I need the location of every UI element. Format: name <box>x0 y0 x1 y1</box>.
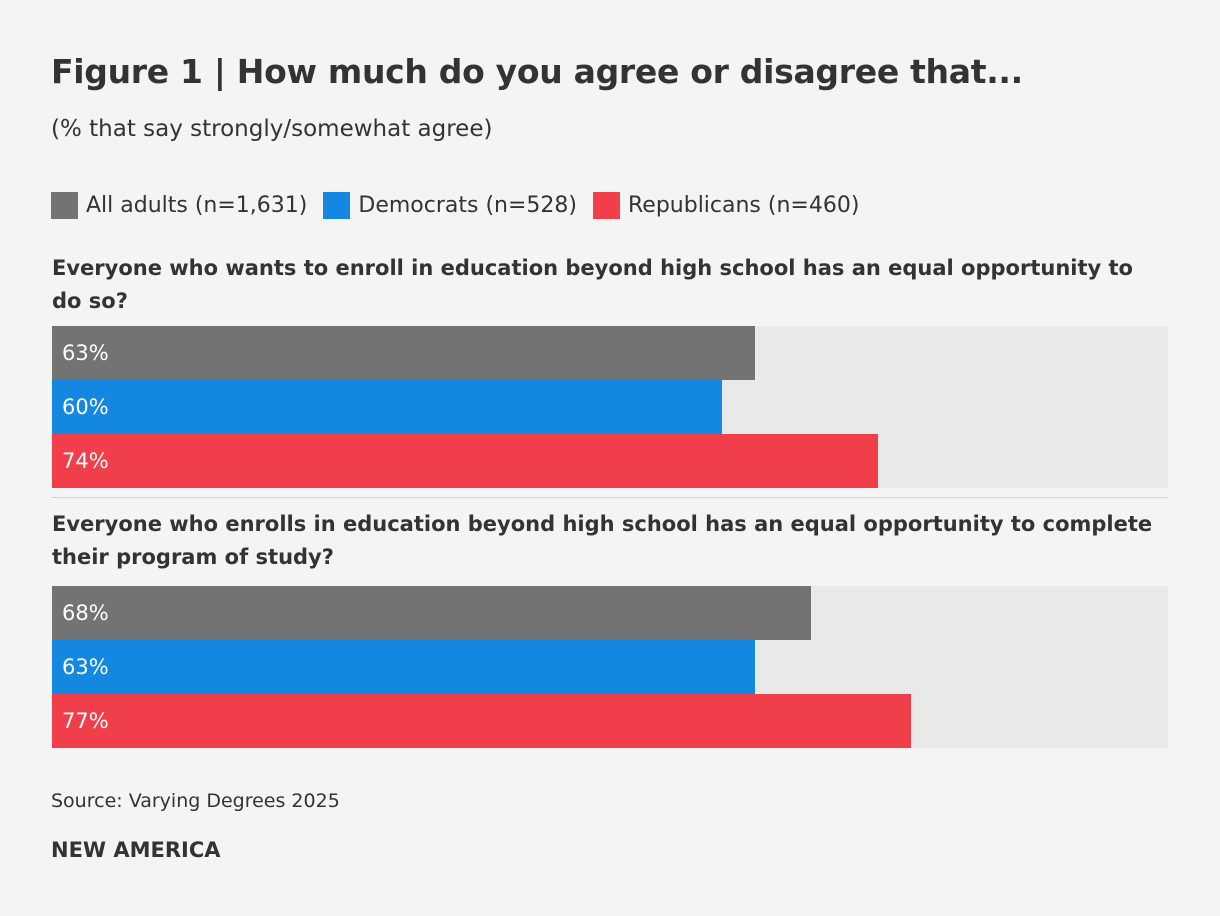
bar-label-republicans-q2: 77% <box>62 709 109 733</box>
legend-swatch-republicans <box>592 192 620 219</box>
legend-item-democrats: Democrats (n=528) <box>323 192 577 219</box>
legend-label-all-adults: All adults (n=1,631) <box>86 193 308 218</box>
question-1: Everyone who wants to enroll in educatio… <box>52 256 1133 313</box>
bar-republicans-q2 <box>52 694 912 748</box>
bar-group-2: 68% 63% 77% <box>52 586 1168 748</box>
legend-item-all-adults: All adults (n=1,631) <box>51 192 307 219</box>
brand-logo: NEW AMERICA <box>51 838 221 862</box>
bar-all-adults-q1 <box>52 326 756 380</box>
question-2: Everyone who enrolls in education beyond… <box>52 512 1153 569</box>
legend-label-republicans: Republicans (n=460) <box>627 193 860 218</box>
chart-title: Figure 1 | How much do you agree or disa… <box>51 52 1023 91</box>
bar-label-democrats-q1: 60% <box>62 395 109 419</box>
bar-label-republicans-q1: 74% <box>62 449 109 473</box>
chart-subtitle: (% that say strongly/somewhat agree) <box>51 116 493 142</box>
bar-group-1: 63% 60% 74% <box>52 326 1168 488</box>
bar-label-democrats-q2: 63% <box>62 655 109 679</box>
legend-item-republicans: Republicans (n=460) <box>592 192 860 219</box>
legend-swatch-democrats <box>323 192 351 219</box>
legend-label-democrats: Democrats (n=528) <box>358 193 577 218</box>
bar-label-all-adults-q2: 68% <box>62 601 109 625</box>
legend-swatch-all-adults <box>51 192 78 219</box>
bar-democrats-q1 <box>52 380 722 434</box>
source-note: Source: Varying Degrees 2025 <box>51 790 340 812</box>
legend: All adults (n=1,631) Democrats (n=528) R… <box>51 192 875 219</box>
bar-all-adults-q2 <box>52 586 811 640</box>
bar-republicans-q1 <box>52 434 878 488</box>
bar-democrats-q2 <box>52 640 756 694</box>
group-divider <box>52 497 1168 498</box>
bar-label-all-adults-q1: 63% <box>62 341 109 365</box>
